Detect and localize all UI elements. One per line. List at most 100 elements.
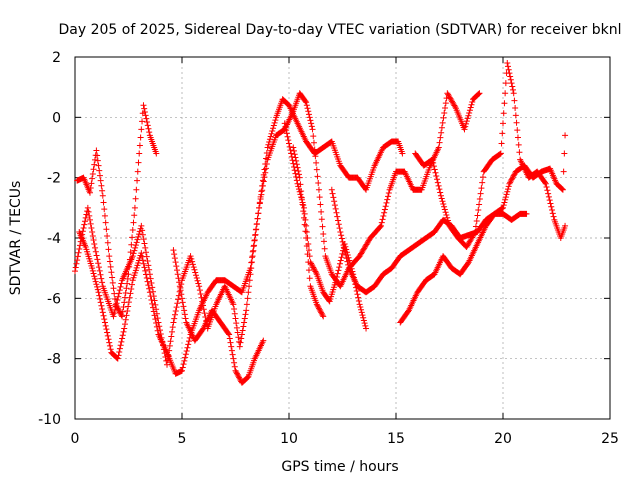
data-point bbox=[86, 189, 93, 196]
data-point bbox=[104, 329, 111, 336]
data-point bbox=[507, 178, 514, 185]
data-point bbox=[358, 309, 365, 316]
data-point bbox=[91, 161, 98, 168]
series-track-7 bbox=[328, 186, 530, 296]
data-point bbox=[178, 291, 185, 298]
data-point bbox=[145, 125, 152, 132]
data-point bbox=[509, 175, 516, 182]
data-point bbox=[337, 257, 344, 264]
data-point bbox=[92, 244, 99, 251]
data-point bbox=[116, 348, 123, 355]
data-point bbox=[192, 269, 199, 276]
data-point bbox=[141, 108, 148, 115]
data-point bbox=[171, 315, 178, 322]
data-point bbox=[299, 201, 306, 208]
data-point bbox=[549, 207, 556, 214]
data-point bbox=[232, 315, 239, 322]
data-point bbox=[123, 312, 130, 319]
data-point bbox=[150, 308, 157, 315]
data-point bbox=[508, 176, 515, 183]
data-point bbox=[85, 208, 92, 215]
data-point bbox=[179, 299, 186, 306]
data-point bbox=[430, 163, 437, 170]
data-point bbox=[172, 259, 179, 266]
data-point bbox=[260, 337, 267, 344]
data-point bbox=[543, 183, 550, 190]
data-point bbox=[237, 339, 244, 346]
data-point bbox=[500, 204, 506, 211]
x-tick-label: 5 bbox=[178, 431, 187, 447]
data-point bbox=[171, 311, 178, 318]
data-point bbox=[243, 301, 250, 308]
data-point bbox=[306, 114, 313, 121]
data-point bbox=[438, 124, 445, 131]
data-point bbox=[434, 176, 441, 183]
data-point bbox=[321, 245, 328, 252]
data-point bbox=[181, 357, 188, 364]
data-point bbox=[141, 264, 148, 271]
data-point bbox=[289, 157, 296, 164]
data-point bbox=[476, 196, 483, 203]
data-point bbox=[151, 297, 158, 304]
data-point bbox=[562, 132, 569, 139]
data-point bbox=[103, 326, 110, 333]
data-point bbox=[513, 119, 520, 126]
data-point bbox=[548, 203, 555, 210]
data-point bbox=[510, 172, 517, 179]
data-point bbox=[184, 344, 191, 351]
data-markers bbox=[72, 60, 569, 386]
data-point bbox=[342, 248, 349, 255]
data-point bbox=[442, 100, 449, 107]
data-point bbox=[190, 264, 197, 271]
data-point bbox=[166, 342, 173, 349]
data-point bbox=[285, 137, 292, 144]
data-point bbox=[125, 299, 132, 306]
data-point bbox=[252, 226, 259, 233]
data-point bbox=[144, 119, 151, 126]
data-point bbox=[298, 194, 305, 201]
data-point bbox=[434, 179, 441, 186]
y-tick-label: -6 bbox=[47, 291, 61, 307]
data-point bbox=[139, 257, 146, 264]
data-point bbox=[118, 280, 125, 287]
data-point bbox=[437, 189, 444, 196]
data-point bbox=[232, 367, 239, 374]
data-point bbox=[129, 253, 136, 260]
data-point bbox=[290, 147, 297, 154]
data-point bbox=[108, 269, 115, 276]
data-point bbox=[266, 139, 273, 146]
data-point bbox=[259, 177, 266, 184]
data-point bbox=[466, 107, 473, 114]
data-point bbox=[88, 180, 95, 187]
data-point bbox=[187, 253, 194, 260]
data-point bbox=[109, 279, 116, 286]
data-point bbox=[86, 212, 93, 219]
data-point bbox=[193, 272, 200, 279]
data-point bbox=[337, 228, 344, 235]
data-point bbox=[119, 313, 126, 320]
data-point bbox=[515, 141, 522, 148]
series-track-3 bbox=[76, 96, 406, 377]
data-point bbox=[127, 290, 134, 297]
data-point bbox=[303, 228, 310, 235]
data-point bbox=[142, 244, 149, 251]
data-point bbox=[118, 338, 125, 345]
data-point bbox=[140, 102, 147, 109]
data-point bbox=[243, 375, 250, 382]
data-point bbox=[169, 324, 176, 331]
data-point bbox=[177, 287, 184, 294]
data-point bbox=[379, 216, 386, 223]
data-point bbox=[294, 180, 301, 187]
data-point bbox=[96, 267, 103, 274]
data-point bbox=[293, 161, 300, 168]
data-point bbox=[142, 267, 149, 274]
data-point bbox=[464, 115, 471, 122]
data-point bbox=[148, 279, 155, 286]
data-point bbox=[439, 119, 446, 126]
y-tick-label: 0 bbox=[52, 110, 61, 126]
series-track-8 bbox=[397, 132, 569, 326]
data-point bbox=[134, 177, 141, 184]
data-point bbox=[290, 163, 297, 170]
data-point bbox=[89, 232, 96, 239]
data-point bbox=[81, 221, 88, 228]
